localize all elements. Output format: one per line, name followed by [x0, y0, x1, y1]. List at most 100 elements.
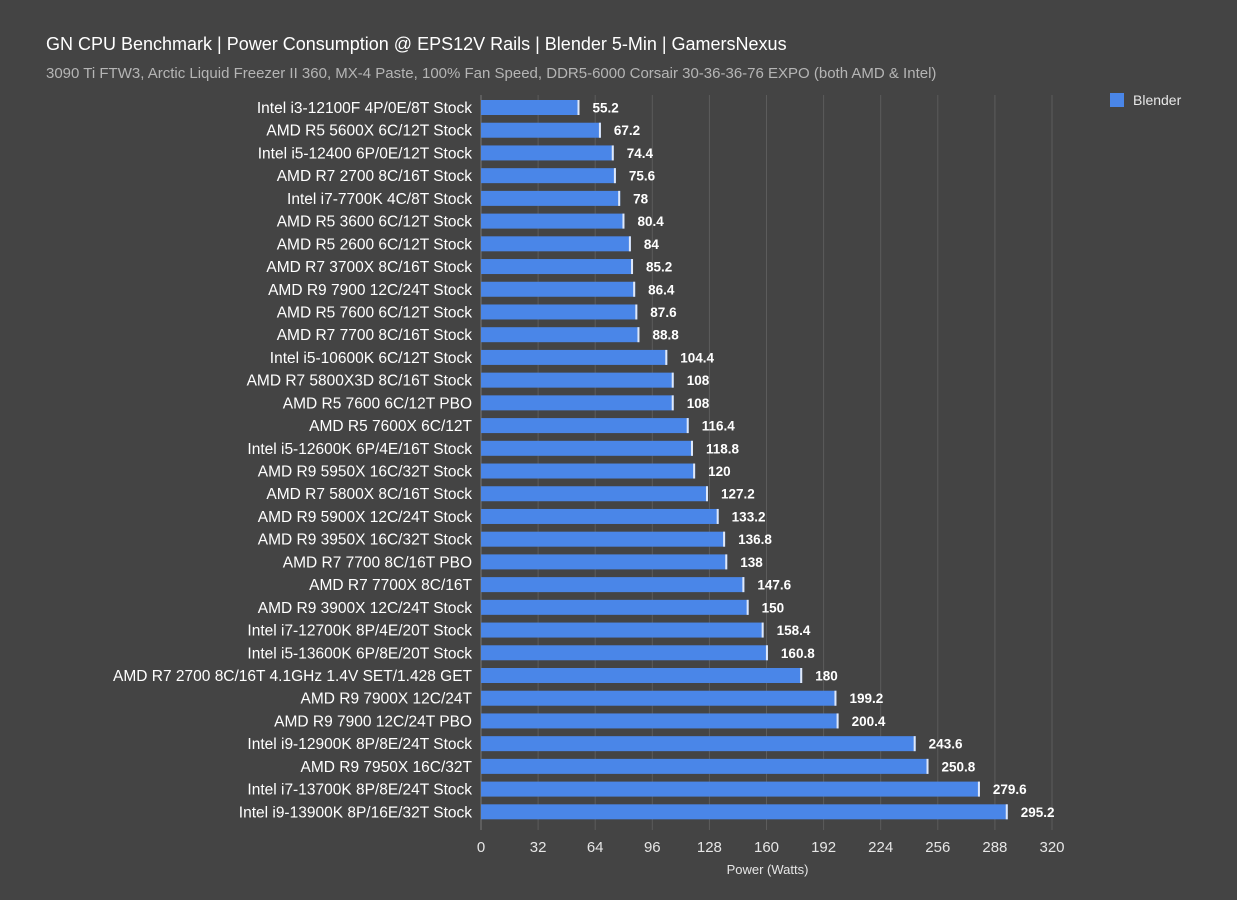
- bar-end-cap: [913, 736, 916, 752]
- bar: [481, 463, 696, 479]
- y-tick-label: Intel i5-10600K 6C/12T Stock: [270, 350, 472, 367]
- data-label: 78: [633, 191, 649, 206]
- bar: [481, 168, 616, 184]
- bar-end-cap: [725, 554, 728, 570]
- x-tick-label: 0: [477, 839, 485, 856]
- y-tick-label: AMD R7 2700 8C/16T 4.1GHz 1.4V SET/1.428…: [113, 668, 472, 685]
- data-label: 74.4: [627, 146, 654, 161]
- bar: [481, 122, 601, 138]
- bar: [481, 645, 768, 661]
- bar-end-cap: [834, 690, 837, 706]
- data-label: 180: [815, 669, 838, 684]
- bar-end-cap: [671, 395, 674, 411]
- data-label: 84: [644, 237, 660, 252]
- bar: [481, 281, 636, 297]
- y-tick-label: Intel i7-13700K 8P/8E/24T Stock: [247, 782, 472, 799]
- bar: [481, 599, 749, 615]
- bar-end-cap: [618, 190, 621, 206]
- legend: Blender: [1110, 92, 1181, 108]
- bar: [481, 758, 929, 774]
- data-label: 116.4: [702, 419, 736, 434]
- bar: [481, 190, 621, 206]
- bar-end-cap: [977, 781, 980, 797]
- y-tick-label: AMD R7 7700 8C/16T PBO: [283, 554, 472, 571]
- data-label: 85.2: [646, 260, 672, 275]
- bar-end-cap: [635, 304, 638, 320]
- data-label: 75.6: [629, 169, 656, 184]
- bar-end-cap: [742, 577, 745, 593]
- data-label: 86.4: [648, 282, 675, 297]
- y-tick-label: Intel i9-12900K 8P/8E/24T Stock: [247, 736, 472, 753]
- bar-end-cap: [628, 236, 631, 252]
- bar-end-cap: [761, 622, 764, 638]
- y-tick-label: AMD R5 3600 6C/12T Stock: [277, 214, 473, 231]
- data-label: 158.4: [777, 623, 811, 638]
- bar-end-cap: [746, 599, 749, 615]
- bar-end-cap: [693, 463, 696, 479]
- data-label: 150: [762, 600, 785, 615]
- x-tick-label: 224: [868, 839, 893, 856]
- data-label: 250.8: [942, 759, 976, 774]
- data-label: 108: [687, 373, 710, 388]
- y-tick-label: Intel i7-7700K 4C/8T Stock: [287, 191, 472, 208]
- bar-end-cap: [622, 213, 625, 229]
- y-tick-label: AMD R9 5900X 12C/24T Stock: [258, 509, 472, 526]
- bar: [481, 145, 614, 161]
- bar: [481, 213, 625, 229]
- y-tick-label: AMD R5 5600X 6C/12T Stock: [266, 123, 472, 140]
- data-label: 67.2: [614, 123, 640, 138]
- bar: [481, 804, 1008, 820]
- data-label: 279.6: [993, 782, 1027, 797]
- bar: [481, 622, 764, 638]
- bar: [481, 781, 980, 797]
- bar: [481, 236, 631, 252]
- data-label: 127.2: [721, 487, 755, 502]
- data-label: 136.8: [738, 532, 772, 547]
- bar-end-cap: [690, 440, 693, 456]
- x-tick-label: 32: [530, 839, 547, 856]
- data-label: 108: [687, 396, 710, 411]
- legend-label-blender: Blender: [1133, 92, 1182, 108]
- data-label: 199.2: [849, 691, 883, 706]
- x-axis-title: Power (Watts): [727, 862, 809, 877]
- bar: [481, 736, 916, 752]
- bar-end-cap: [686, 418, 689, 434]
- bar-end-cap: [836, 713, 839, 729]
- chart-subtitle: 3090 Ti FTW3, Arctic Liquid Freezer II 3…: [46, 65, 937, 82]
- bar: [481, 349, 668, 365]
- legend-swatch-blender: [1110, 93, 1124, 107]
- data-label: 160.8: [781, 646, 815, 661]
- bar: [481, 713, 839, 729]
- y-tick-label: Intel i5-12600K 6P/4E/16T Stock: [247, 441, 472, 458]
- bar-end-cap: [1005, 804, 1008, 820]
- bar: [481, 531, 726, 547]
- y-tick-label: AMD R5 7600 6C/12T PBO: [283, 395, 472, 412]
- bar: [481, 372, 674, 388]
- y-tick-label: AMD R9 3950X 16C/32T Stock: [258, 532, 472, 549]
- data-label: 147.6: [757, 578, 791, 593]
- y-tick-label: AMD R5 2600 6C/12T Stock: [277, 236, 473, 253]
- x-tick-label: 64: [587, 839, 604, 856]
- y-tick-label: Intel i7-12700K 8P/4E/20T Stock: [247, 623, 472, 640]
- bar: [481, 395, 674, 411]
- data-label: 138: [740, 555, 763, 570]
- data-label: 133.2: [732, 509, 766, 524]
- y-tick-label: AMD R7 7700X 8C/16T: [309, 577, 472, 594]
- y-tick-label: AMD R7 2700 8C/16T Stock: [277, 168, 473, 185]
- bar-end-cap: [611, 145, 614, 161]
- y-tick-label: AMD R7 5800X 8C/16T Stock: [266, 486, 472, 503]
- data-label: 118.8: [706, 441, 740, 456]
- bar-end-cap: [765, 645, 768, 661]
- y-tick-label: AMD R9 7950X 16C/32T: [301, 759, 473, 776]
- x-tick-label: 160: [754, 839, 779, 856]
- y-tick-label: AMD R7 7700 8C/16T Stock: [277, 327, 473, 344]
- y-tick-label: AMD R9 5950X 16C/32T Stock: [258, 464, 472, 481]
- y-tick-label: AMD R9 7900 12C/24T Stock: [268, 282, 472, 299]
- x-tick-label: 128: [697, 839, 722, 856]
- bar: [481, 508, 719, 524]
- bar: [481, 486, 708, 502]
- chart-title: GN CPU Benchmark | Power Consumption @ E…: [46, 34, 787, 54]
- bar: [481, 327, 640, 343]
- bar-end-cap: [631, 259, 634, 275]
